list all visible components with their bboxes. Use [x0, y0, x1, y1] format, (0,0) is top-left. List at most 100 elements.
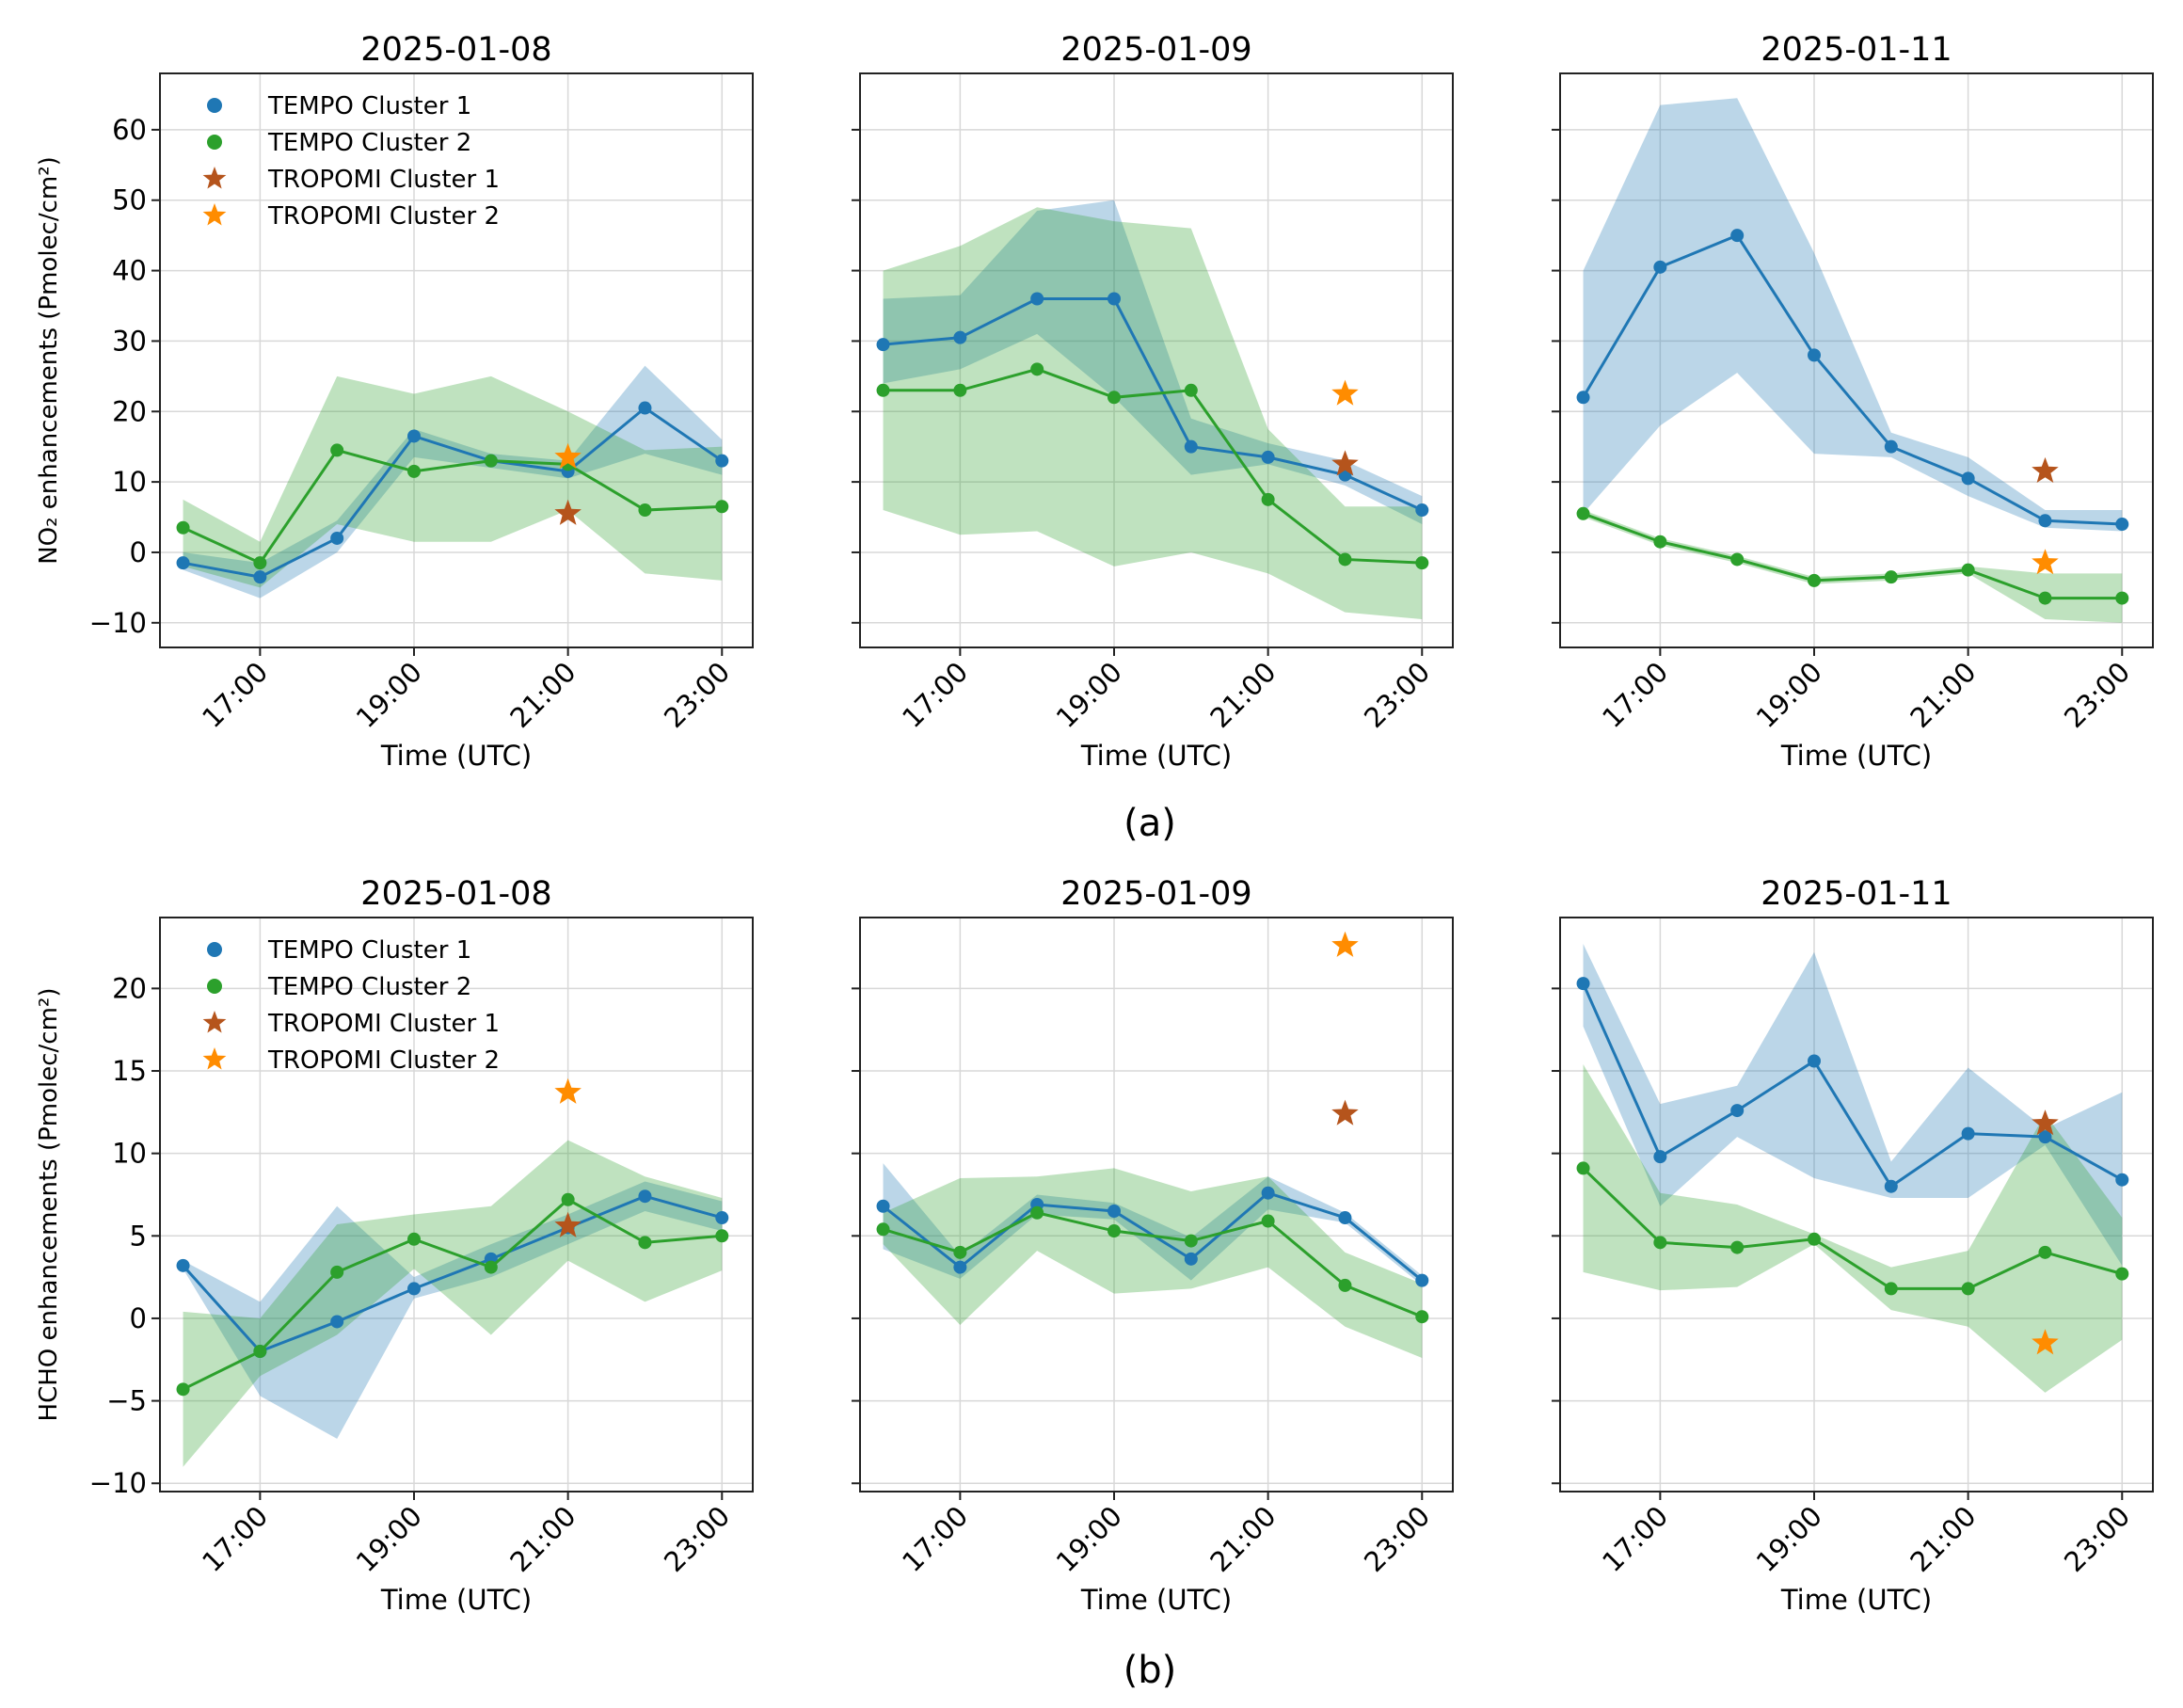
tempo-cluster-2-point: [253, 556, 267, 570]
tempo-cluster-1-band: [883, 1163, 1423, 1285]
x-axis-label: Time (UTC): [1080, 1584, 1232, 1616]
y-tick-label: 0: [130, 536, 147, 568]
tempo-cluster-1-point: [715, 1211, 729, 1225]
legend-label: TEMPO Cluster 2: [267, 129, 471, 157]
tropomi-cluster-1-star: [554, 1211, 582, 1237]
panel-a-2: 17:00 19:00 21:00 23:00 2025-01-09 Time (UTC): [852, 31, 1454, 772]
tempo-cluster-1-point: [1730, 1104, 1745, 1118]
tempo-cluster-2-point: [330, 1265, 344, 1279]
tempo-cluster-1-point: [407, 429, 421, 443]
tempo-cluster-2-band: [1583, 1064, 2123, 1393]
tempo-cluster-2-point: [2115, 1267, 2129, 1281]
legend-marker-star: [202, 1047, 227, 1070]
tempo-cluster-2-point: [1730, 552, 1745, 567]
tempo-cluster-2-point: [253, 1345, 267, 1359]
tempo-cluster-2-point: [407, 1232, 421, 1246]
tempo-cluster-1-point: [1107, 292, 1121, 306]
tempo-cluster-1-point: [1261, 1186, 1275, 1200]
x-tick-label: 21:00: [1904, 656, 1982, 734]
tempo-cluster-1-point: [2038, 1130, 2052, 1144]
plot-area: [1576, 944, 2129, 1393]
panel-a-3: 17:00 19:00 21:00 23:00 2025-01-11 Time (UTC): [1552, 31, 2154, 772]
tempo-cluster-2-point: [2038, 1245, 2052, 1259]
tempo-cluster-2-point: [1107, 1224, 1121, 1238]
tempo-cluster-1-line: [183, 406, 724, 579]
legend-label: TROPOMI Cluster 2: [267, 1046, 500, 1075]
y-tick-label: 20: [112, 395, 147, 427]
tempo-cluster-1-point: [330, 1315, 344, 1329]
legend-marker-star: [202, 167, 227, 189]
tempo-cluster-1-point: [1184, 439, 1198, 454]
tempo-cluster-2-line: [1582, 1167, 2123, 1290]
y-tick-label: 10: [112, 1138, 147, 1170]
tempo-cluster-1-point: [1184, 1252, 1198, 1266]
tempo-cluster-1-point: [876, 338, 890, 352]
tempo-cluster-2-point: [484, 454, 498, 468]
legend-marker-star: [202, 203, 227, 226]
tempo-cluster-1-line: [182, 1194, 723, 1353]
tempo-cluster-2-point: [1576, 1161, 1590, 1175]
y-tick-label: −10: [89, 607, 147, 639]
tempo-cluster-2-point: [715, 500, 729, 514]
tempo-cluster-2-line: [883, 367, 1423, 565]
x-tick-label: 19:00: [350, 656, 428, 734]
y-tick-label: 30: [112, 325, 147, 357]
tempo-cluster-2-point: [953, 383, 967, 397]
x-tick-label: 23:00: [658, 656, 736, 734]
tempo-cluster-2-band: [183, 1140, 723, 1467]
tropomi-cluster-2-star: [1331, 379, 1359, 406]
tempo-cluster-2-point: [1653, 535, 1667, 549]
tempo-cluster-2-point: [1961, 563, 1975, 577]
tempo-cluster-1-point: [876, 1199, 890, 1213]
legend: TEMPO Cluster 1 TEMPO Cluster 2 TROPOMI Cl…: [202, 92, 500, 231]
x-tick-label: 21:00: [1904, 1500, 1982, 1578]
tempo-cluster-1-point: [407, 1282, 421, 1296]
y-tick-label: 5: [130, 1220, 147, 1252]
panel-title: 2025-01-11: [1761, 875, 1952, 913]
x-tick-label: 21:00: [1203, 656, 1282, 734]
tempo-cluster-2-point: [561, 1192, 575, 1206]
tempo-cluster-1-line: [1582, 233, 2123, 526]
tempo-cluster-2-band: [883, 1168, 1423, 1359]
tempo-cluster-2-point: [638, 1236, 652, 1250]
plot-area: [876, 200, 1429, 620]
x-tick-label: 21:00: [1203, 1500, 1282, 1578]
x-axis-label: Time (UTC): [380, 740, 532, 772]
tempo-cluster-1-band: [183, 365, 723, 599]
tempo-cluster-2-line: [182, 448, 723, 566]
panel-title: 2025-01-11: [1761, 31, 1952, 69]
tempo-cluster-2-point: [953, 1245, 967, 1259]
legend-label: TEMPO Cluster 1: [267, 92, 471, 120]
tempo-cluster-2-point: [330, 443, 344, 457]
tempo-cluster-2-point: [876, 383, 890, 397]
tempo-cluster-2-point: [484, 1260, 498, 1274]
tempo-cluster-1-point: [953, 1260, 967, 1274]
tempo-cluster-1-band: [883, 200, 1423, 525]
tempo-cluster-2-point: [1184, 1234, 1198, 1248]
tempo-cluster-1-line: [1582, 982, 2124, 1189]
panel-title: 2025-01-08: [360, 31, 551, 69]
panel-a-1: −10 0 10 20 30 40 50 60 17:00 19:00 21:00 23:00 2025…: [89, 31, 754, 772]
tempo-cluster-1-point: [2115, 1173, 2129, 1187]
tempo-cluster-1-point: [2038, 514, 2052, 528]
panel-b-2: 17:00 19:00 21:00 23:00 2025-01-09 Time (UTC): [852, 875, 1454, 1616]
tempo-cluster-2-point: [1961, 1282, 1975, 1296]
tempo-cluster-2-point: [1030, 362, 1044, 376]
x-tick-label: 21:00: [503, 1500, 582, 1578]
panel-b-3: 17:00 19:00 21:00 23:00 2025-01-11 Time (UTC): [1552, 875, 2154, 1616]
tempo-cluster-1-point: [1415, 503, 1429, 518]
legend: TEMPO Cluster 1 TEMPO Cluster 2 TROPOMI Cl…: [202, 936, 500, 1075]
x-tick-label: 23:00: [2058, 656, 2136, 734]
tempo-cluster-2-point: [876, 1222, 890, 1237]
tempo-cluster-2-band: [1583, 510, 2123, 623]
legend-marker-circle: [207, 98, 222, 113]
x-tick-label: 23:00: [2058, 1500, 2136, 1578]
tempo-cluster-2-point: [2038, 591, 2052, 605]
tempo-cluster-1-point: [253, 570, 267, 584]
tempo-cluster-2-point: [1184, 383, 1198, 397]
x-tick-label: 17:00: [196, 1500, 274, 1578]
tropomi-cluster-1-star: [2032, 1109, 2059, 1136]
y-tick-label: 0: [130, 1302, 147, 1334]
panel-title: 2025-01-08: [360, 875, 551, 913]
tempo-cluster-1-point: [715, 454, 729, 468]
